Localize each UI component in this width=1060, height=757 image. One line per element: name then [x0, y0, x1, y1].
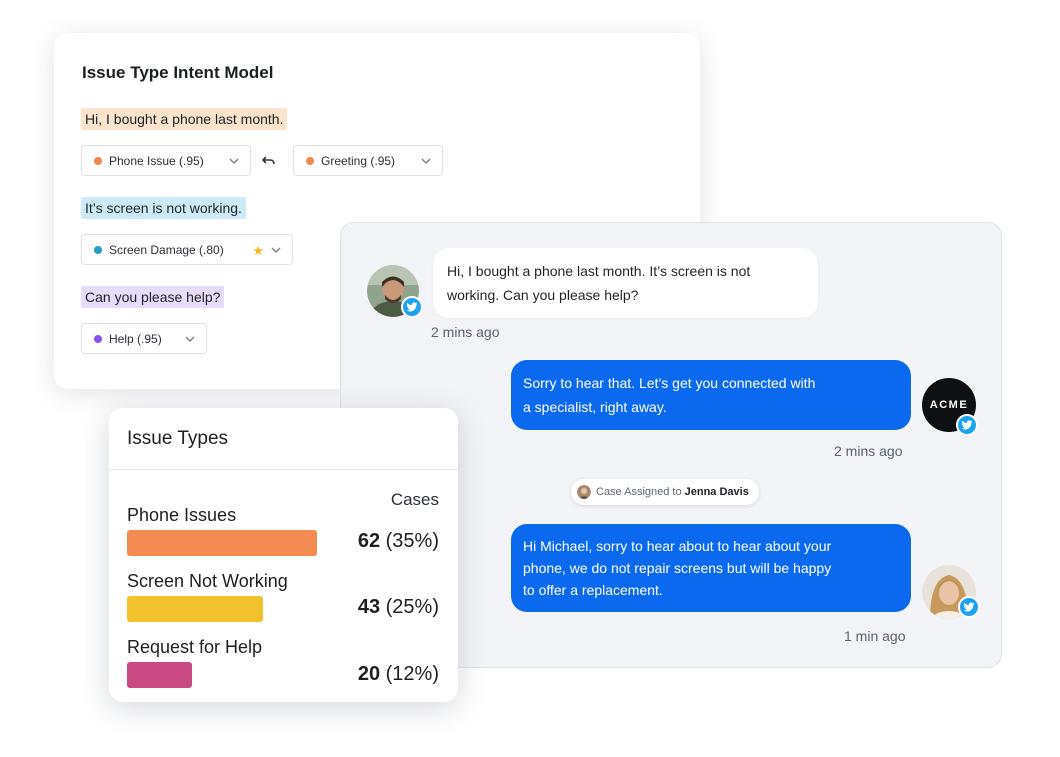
- intent-tag-label: Phone Issue (.95): [109, 153, 204, 168]
- message-line: to offer a replacement.: [523, 582, 663, 598]
- case-assigned-chip: Case Assigned to Jenna Davis: [571, 479, 759, 505]
- twitter-icon: [956, 414, 978, 436]
- message-timestamp: 2 mins ago: [431, 324, 500, 340]
- outbound-message: Sorry to hear that. Let’s get you connec…: [511, 360, 911, 430]
- divider: [109, 469, 458, 470]
- issue-type-label: Request for Help: [127, 637, 263, 657]
- intent-tag-greeting[interactable]: Greeting (.95): [293, 145, 443, 176]
- agent-avatar[interactable]: [922, 565, 976, 619]
- tag-color-dot: [94, 334, 102, 343]
- case-percent: (35%): [385, 530, 439, 552]
- chevron-down-icon: [421, 158, 431, 164]
- issue-types-card: Issue Types Cases Phone Issues 62 (35%) …: [109, 408, 458, 702]
- intent-tag-label: Greeting (.95): [321, 153, 396, 168]
- segment-highlight: Can you please help?: [81, 286, 225, 308]
- twitter-icon: [958, 596, 980, 618]
- undo-arrow-icon[interactable]: [262, 155, 276, 167]
- message-line: phone, we do not repair screens but will…: [523, 560, 832, 576]
- inbound-message: Hi, I bought a phone last month. It’s sc…: [433, 248, 818, 318]
- twitter-icon: [401, 296, 423, 318]
- issue-type-label: Screen Not Working: [127, 571, 288, 591]
- assigned-agent-name[interactable]: Jenna Davis: [684, 486, 749, 498]
- message-timestamp: 1 min ago: [844, 628, 906, 644]
- case-count: 20: [357, 663, 381, 685]
- case-percent: (25%): [385, 596, 439, 618]
- message-line: working. Can you please help?: [447, 287, 639, 303]
- message-line: Hi Michael, sorry to hear about to hear …: [523, 538, 832, 554]
- issue-type-value: 20 (12%): [358, 663, 439, 686]
- issue-types-title: Issue Types: [127, 428, 229, 449]
- intent-tag-help[interactable]: Help (.95): [81, 323, 207, 354]
- segment-highlight: Hi, I bought a phone last month.: [81, 108, 288, 130]
- message-line: a specialist, right away.: [523, 399, 667, 415]
- tag-color-dot: [94, 245, 102, 254]
- segment-highlight: It’s screen is not working.: [81, 197, 246, 219]
- chevron-down-icon: [271, 247, 281, 253]
- agent-mini-avatar: [577, 485, 591, 499]
- issue-type-label: Phone Issues: [127, 505, 237, 525]
- cases-column-header: Cases: [390, 490, 439, 509]
- star-icon[interactable]: ★: [252, 243, 264, 258]
- message-line: Hi, I bought a phone last month. It’s sc…: [447, 263, 751, 279]
- tag-color-dot: [94, 156, 102, 165]
- issue-type-bar: [127, 530, 317, 556]
- case-percent: (12%): [385, 663, 439, 685]
- intent-model-title: Issue Type Intent Model: [82, 63, 274, 82]
- chevron-down-icon: [185, 336, 195, 342]
- intent-tag-screen-damage[interactable]: Screen Damage (.80) ★: [81, 234, 293, 265]
- chevron-down-icon: [229, 158, 239, 164]
- case-count: 43: [357, 596, 381, 618]
- message-line: Sorry to hear that. Let’s get you connec…: [523, 375, 816, 391]
- case-count: 62: [357, 530, 381, 552]
- tag-color-dot: [306, 156, 314, 165]
- intent-tag-label: Screen Damage (.80): [109, 242, 224, 257]
- issue-type-bar: [127, 662, 192, 688]
- assignment-prefix: Case Assigned to: [596, 486, 682, 498]
- intent-tag-phone-issue[interactable]: Phone Issue (.95): [81, 145, 251, 176]
- intent-tag-label: Help (.95): [109, 331, 162, 346]
- outbound-message: Hi Michael, sorry to hear about to hear …: [511, 524, 911, 612]
- message-timestamp: 2 mins ago: [834, 443, 903, 459]
- issue-type-value: 62 (35%): [358, 530, 439, 553]
- issue-type-bar: [127, 596, 263, 622]
- issue-type-value: 43 (25%): [358, 596, 439, 619]
